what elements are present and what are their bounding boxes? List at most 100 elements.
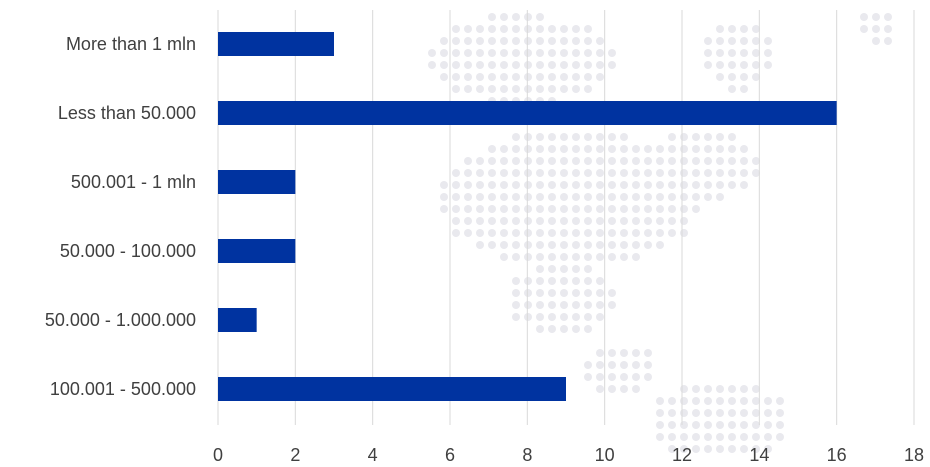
map-dot: [572, 181, 580, 189]
map-dot: [524, 205, 532, 213]
map-dot: [476, 85, 484, 93]
map-dot: [632, 241, 640, 249]
map-dot: [584, 133, 592, 141]
map-dot: [620, 349, 628, 357]
map-dot: [608, 145, 616, 153]
map-dot: [548, 85, 556, 93]
map-dot: [452, 49, 460, 57]
x-axis-tick-labels: 0 2 4 6 8 10 12 14 16 18: [213, 445, 924, 465]
map-dot: [572, 301, 580, 309]
map-dot: [512, 241, 520, 249]
map-dot: [596, 349, 604, 357]
map-dot: [512, 85, 520, 93]
map-dot: [608, 349, 616, 357]
map-dot: [596, 217, 604, 225]
map-dot: [500, 73, 508, 81]
map-dot: [572, 25, 580, 33]
map-dot: [560, 277, 568, 285]
map-dot: [668, 205, 676, 213]
category-label: More than 1 mln: [66, 34, 196, 54]
map-dot: [776, 421, 784, 429]
map-dot: [740, 25, 748, 33]
map-dot: [524, 181, 532, 189]
map-dot: [476, 229, 484, 237]
map-dot: [764, 49, 772, 57]
map-dot: [524, 13, 532, 21]
map-dot: [728, 25, 736, 33]
map-dot: [632, 349, 640, 357]
map-dot: [524, 25, 532, 33]
map-dot: [572, 289, 580, 297]
map-dot: [500, 241, 508, 249]
map-dot: [572, 133, 580, 141]
map-dot: [884, 13, 892, 21]
map-dot: [764, 445, 772, 453]
map-dot: [548, 169, 556, 177]
map-dot: [632, 157, 640, 165]
map-dot: [548, 229, 556, 237]
map-dot: [728, 445, 736, 453]
map-dot: [728, 145, 736, 153]
map-dot: [644, 349, 652, 357]
map-dot: [668, 157, 676, 165]
x-tick-label: 10: [595, 445, 615, 465]
map-dot: [752, 421, 760, 429]
map-dot: [668, 409, 676, 417]
map-dot: [536, 193, 544, 201]
x-tick-label: 0: [213, 445, 223, 465]
map-dot: [644, 229, 652, 237]
map-dot: [464, 37, 472, 45]
map-dot: [512, 193, 520, 201]
map-dot: [752, 445, 760, 453]
x-tick-label: 16: [827, 445, 847, 465]
map-dot: [728, 169, 736, 177]
map-dot: [476, 181, 484, 189]
map-dot: [524, 157, 532, 165]
map-dot: [560, 289, 568, 297]
map-dot: [608, 361, 616, 369]
map-dot: [644, 169, 652, 177]
bar: [218, 170, 296, 194]
map-dot: [644, 205, 652, 213]
map-dot: [608, 289, 616, 297]
map-dot: [548, 181, 556, 189]
category-label: 50.000 - 100.000: [60, 241, 196, 261]
map-dot: [716, 421, 724, 429]
map-dot: [656, 229, 664, 237]
map-dot: [740, 445, 748, 453]
map-dot: [740, 397, 748, 405]
map-dot: [584, 205, 592, 213]
bar: [218, 32, 334, 56]
map-dot: [668, 133, 676, 141]
map-dot: [704, 157, 712, 165]
map-dot: [536, 157, 544, 165]
map-dot: [500, 13, 508, 21]
map-dot: [584, 301, 592, 309]
map-dot: [692, 409, 700, 417]
bar: [218, 308, 257, 332]
map-dot: [620, 193, 628, 201]
map-dot: [632, 193, 640, 201]
map-dot: [608, 253, 616, 261]
map-dot: [692, 169, 700, 177]
map-dot: [704, 133, 712, 141]
map-dot: [608, 301, 616, 309]
category-label: 50.000 - 1.000.000: [45, 310, 196, 330]
map-dot: [668, 217, 676, 225]
map-dot: [584, 181, 592, 189]
map-dot: [572, 73, 580, 81]
map-dot: [704, 49, 712, 57]
map-dot: [536, 313, 544, 321]
map-dot: [656, 241, 664, 249]
map-dot: [752, 73, 760, 81]
map-dot: [596, 229, 604, 237]
map-dot: [512, 61, 520, 69]
map-dot: [716, 73, 724, 81]
map-dot: [512, 181, 520, 189]
map-dot: [488, 85, 496, 93]
x-tick-label: 18: [904, 445, 924, 465]
map-dot: [476, 157, 484, 165]
map-dot: [656, 217, 664, 225]
map-dot: [728, 409, 736, 417]
map-dot: [584, 157, 592, 165]
